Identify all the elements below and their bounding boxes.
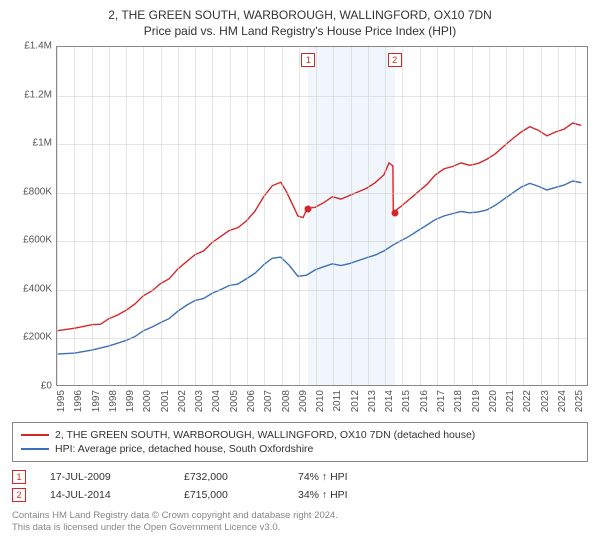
x-tick-label: 2021 (505, 390, 516, 412)
x-tick-label: 2022 (522, 390, 533, 412)
series-hpi (58, 181, 582, 354)
x-tick-label: 2025 (574, 390, 585, 412)
plot-area: 12 (56, 46, 588, 386)
x-tick-label: 2016 (419, 390, 430, 412)
legend: 2, THE GREEN SOUTH, WARBOROUGH, WALLINGF… (12, 422, 588, 462)
x-tick-label: 2002 (177, 390, 188, 412)
x-tick-label: 1999 (125, 390, 136, 412)
x-tick-label: 2000 (142, 390, 153, 412)
footer-line1: Contains HM Land Registry data © Crown c… (12, 510, 588, 522)
marker-dot-2 (391, 210, 398, 217)
legend-swatch (21, 434, 49, 436)
x-tick-label: 2009 (298, 390, 309, 412)
legend-swatch (21, 448, 49, 450)
x-tick-label: 2013 (367, 390, 378, 412)
x-tick-label: 2008 (281, 390, 292, 412)
y-tick-label: £1M (33, 138, 52, 149)
x-tick-label: 2014 (384, 390, 395, 412)
x-tick-label: 1995 (56, 390, 67, 412)
y-tick-label: £0 (41, 381, 52, 392)
title-line2: Price paid vs. HM Land Registry's House … (12, 24, 588, 38)
x-tick-label: 2004 (211, 390, 222, 412)
legend-row: HPI: Average price, detached house, Sout… (21, 443, 579, 455)
legend-row: 2, THE GREEN SOUTH, WARBOROUGH, WALLINGF… (21, 429, 579, 441)
transaction-table: 1 17-JUL-2009 £732,000 74% ↑ HPI 2 14-JUL-201… (12, 470, 588, 502)
y-tick-label: £400K (23, 283, 52, 294)
tx-pct: 34% ↑ HPI (298, 489, 388, 501)
series-svg (57, 47, 587, 385)
x-tick-label: 2019 (471, 390, 482, 412)
y-axis: £0£200K£400K£600K£800K£1M£1.2M£1.4M (12, 46, 56, 386)
x-tick-label: 1997 (91, 390, 102, 412)
marker-box-2: 2 (388, 53, 402, 67)
y-tick-label: £1.2M (24, 89, 52, 100)
y-tick-label: £200K (23, 332, 52, 343)
x-tick-label: 2005 (229, 390, 240, 412)
tx-row: 2 14-JUL-2014 £715,000 34% ↑ HPI (12, 488, 588, 502)
x-tick-label: 2017 (436, 390, 447, 412)
tx-price: £732,000 (184, 471, 274, 483)
x-tick-label: 2001 (160, 390, 171, 412)
x-tick-label: 2012 (350, 390, 361, 412)
marker-box-1: 1 (301, 53, 315, 67)
footer: Contains HM Land Registry data © Crown c… (12, 510, 588, 535)
x-tick-label: 2023 (540, 390, 551, 412)
tx-row: 1 17-JUL-2009 £732,000 74% ↑ HPI (12, 470, 588, 484)
series-price_paid (58, 123, 582, 331)
tx-price: £715,000 (184, 489, 274, 501)
tx-num: 1 (12, 470, 26, 484)
tx-date: 17-JUL-2009 (50, 471, 160, 483)
x-tick-label: 2015 (401, 390, 412, 412)
x-tick-label: 1998 (108, 390, 119, 412)
y-tick-label: £1.4M (24, 41, 52, 52)
x-tick-label: 2020 (488, 390, 499, 412)
legend-label: HPI: Average price, detached house, Sout… (55, 443, 313, 455)
x-axis: 1995 1996 1997 1998 1999 2000 2001 2002 2003 2004… (56, 386, 588, 416)
x-tick-label: 2003 (194, 390, 205, 412)
tx-num: 2 (12, 488, 26, 502)
x-tick-label: 2024 (557, 390, 568, 412)
x-tick-label: 2007 (263, 390, 274, 412)
x-tick-label: 2006 (246, 390, 257, 412)
legend-label: 2, THE GREEN SOUTH, WARBOROUGH, WALLINGF… (55, 429, 475, 441)
title-line1: 2, THE GREEN SOUTH, WARBOROUGH, WALLINGF… (12, 8, 588, 22)
chart: £0£200K£400K£600K£800K£1M£1.2M£1.4M 12 1… (12, 46, 588, 416)
tx-date: 14-JUL-2014 (50, 489, 160, 501)
x-tick-label: 2010 (315, 390, 326, 412)
x-tick-label: 1996 (73, 390, 84, 412)
marker-dot-1 (305, 206, 312, 213)
y-tick-label: £800K (23, 186, 52, 197)
tx-pct: 74% ↑ HPI (298, 471, 388, 483)
x-tick-label: 2018 (453, 390, 464, 412)
x-tick-label: 2011 (332, 390, 343, 412)
y-tick-label: £600K (23, 235, 52, 246)
footer-line2: This data is licensed under the Open Gov… (12, 522, 588, 534)
